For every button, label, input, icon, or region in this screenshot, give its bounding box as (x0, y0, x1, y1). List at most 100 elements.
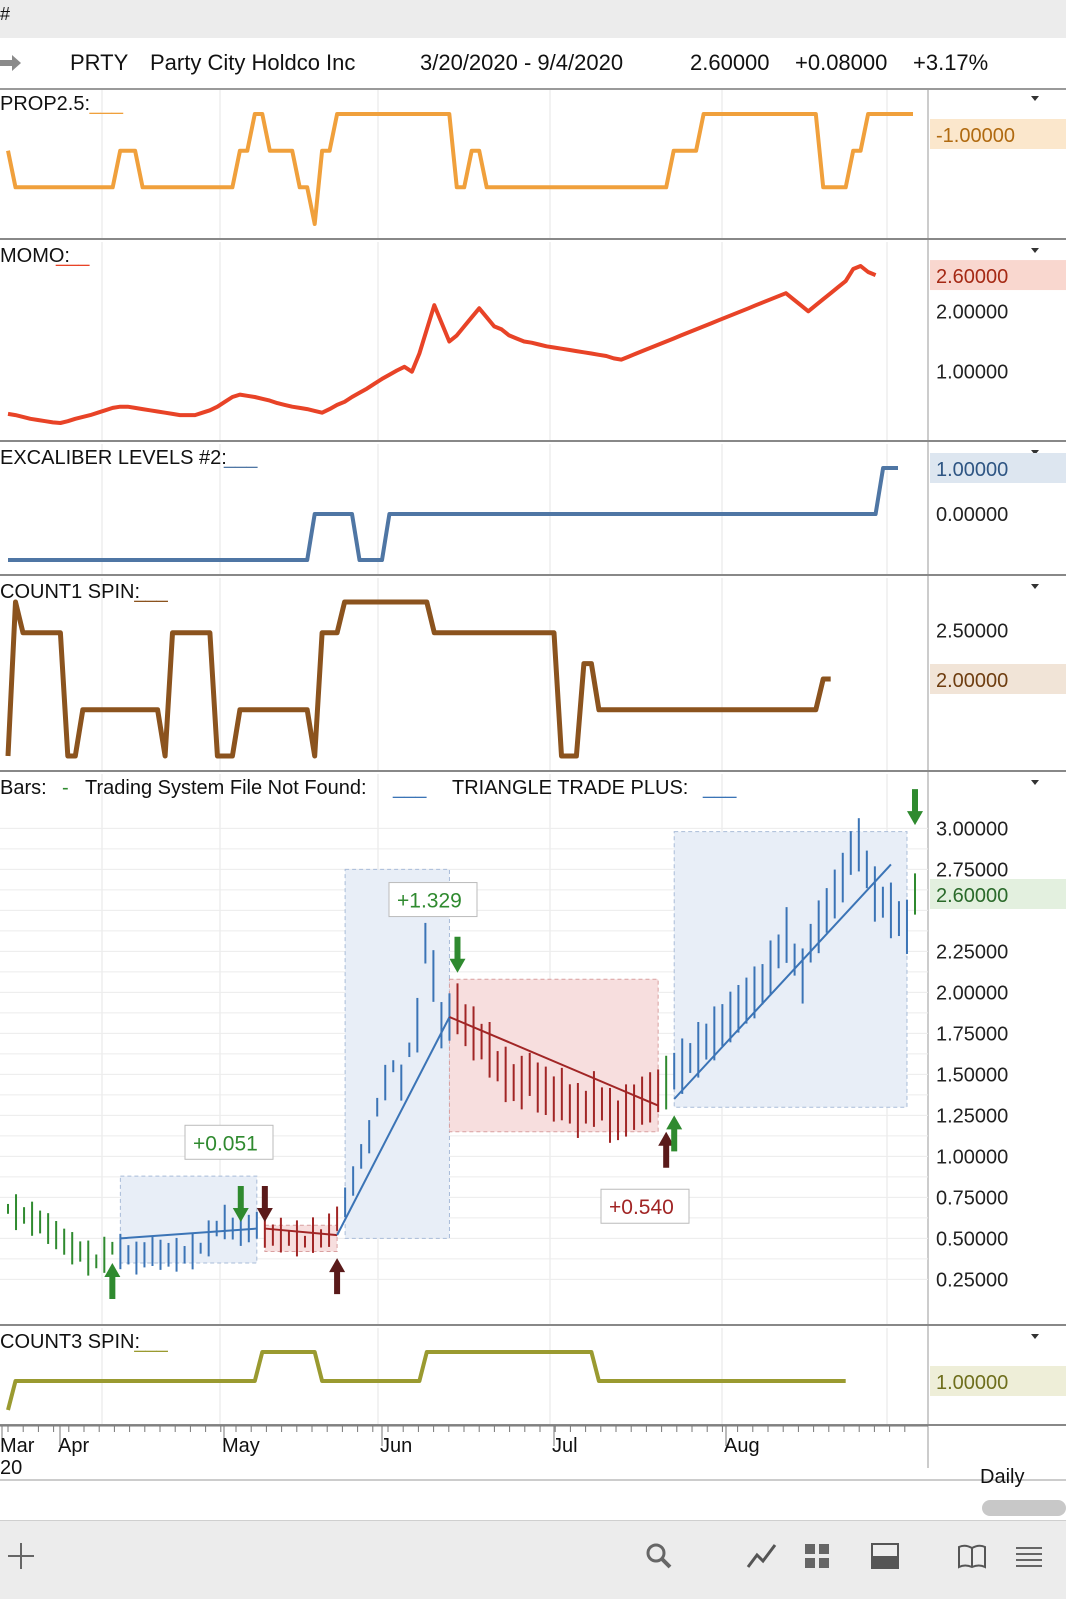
trade-box (344, 868, 450, 1239)
trade-box (673, 831, 908, 1108)
list-icon[interactable] (1012, 1539, 1046, 1573)
plus-icon[interactable] (4, 1539, 38, 1573)
pane-menu-chevron-icon (1031, 1334, 1039, 1339)
bottom-toolbar (0, 1520, 1066, 1599)
count3-value-box-bg (930, 1366, 1066, 1396)
pane-label-line: ___ (223, 447, 258, 469)
symbol[interactable]: PRTY (70, 50, 129, 75)
sell-arrow-icon (256, 1186, 273, 1222)
count3-value-box: 1.00000 (936, 1372, 1008, 1394)
prop-value-box: -1.00000 (936, 125, 1015, 147)
corner-label: # (0, 4, 11, 24)
y-tick-label: 2.25000 (936, 941, 1008, 963)
buy-arrow-icon (658, 1131, 675, 1168)
arrow-right-icon[interactable] (0, 52, 22, 74)
y-tick-label: 3.00000 (936, 818, 1008, 840)
pane-label-price: Bars: (0, 777, 47, 799)
quote-header: PRTY Party City Holdco Inc 3/20/2020 - 9… (0, 38, 1066, 90)
pane-menu-chevron-icon (1031, 780, 1039, 785)
momo-value-box: 2.60000 (936, 266, 1008, 288)
excal-value-box-bg (930, 453, 1066, 483)
trade-box (119, 1175, 258, 1264)
trade-line-2 (264, 1227, 338, 1237)
panel-layout-icon[interactable] (868, 1539, 902, 1573)
pane-label-excal: EXCALIBER LEVELS #2: (0, 447, 227, 469)
x-month-label: Jun (380, 1435, 412, 1457)
y-tick-label: 2.50000 (936, 621, 1008, 643)
drawing-tool-icon[interactable] (745, 1539, 779, 1573)
window-titlebar: # (0, 0, 1066, 39)
y-tick-label: 0.00000 (936, 504, 1008, 526)
pane-label-prop: PROP2.5: (0, 93, 90, 115)
y-tick-label: 1.75000 (936, 1023, 1008, 1045)
pane-label-line: ___ (133, 581, 168, 603)
sell-arrow-icon (449, 936, 466, 973)
trade-label: +1.329 (397, 890, 462, 913)
x-month-label: Jul (552, 1435, 578, 1457)
trade-label-box (184, 1124, 274, 1160)
pane-label-suffix: - (62, 777, 69, 799)
excal-value-box: 1.00000 (936, 459, 1008, 481)
pane-label-system: Trading System File Not Found: (85, 777, 367, 799)
y-tick-label: 2.00000 (936, 301, 1008, 323)
date-range[interactable]: 3/20/2020 - 9/4/2020 (420, 50, 624, 75)
y-tick-label: 1.25000 (936, 1105, 1008, 1127)
excal-line (8, 466, 898, 562)
buy-arrow-icon (104, 1263, 121, 1299)
pane-label-count3: COUNT3 SPIN: (0, 1331, 140, 1353)
pane-label-line: ___ (89, 93, 124, 115)
pane-label-line: ___ (133, 1331, 168, 1353)
pane-menu-chevron-icon (1031, 450, 1039, 455)
pane-label-line: ___ (702, 777, 737, 799)
sell-arrow-icon (232, 1186, 249, 1222)
x-month-label: Mar (0, 1435, 35, 1457)
trade-label-box (388, 882, 478, 918)
sell-arrow-icon (907, 789, 923, 826)
x-year-label: 20 (0, 1457, 22, 1479)
price-change-pct: +3.17% (913, 50, 989, 75)
price-value-box-bg (930, 879, 1066, 909)
company-name: Party City Holdco Inc (150, 50, 356, 75)
pane-label-count1: COUNT1 SPIN: (0, 581, 140, 603)
trade-label: +0.540 (609, 1196, 674, 1219)
count1-line (5, 599, 831, 759)
grid-layout-icon[interactable] (800, 1539, 834, 1573)
pane-menu-chevron-icon (1031, 584, 1039, 589)
count1-value-box-bg (930, 664, 1066, 694)
count1-value-box: 2.00000 (936, 670, 1008, 692)
pane-menu-chevron-icon (1031, 248, 1039, 253)
x-month-label: Apr (58, 1435, 89, 1457)
y-tick-label: 0.50000 (936, 1228, 1008, 1250)
buy-arrow-icon (329, 1258, 346, 1295)
y-tick-label: 2.75000 (936, 859, 1008, 881)
x-month-label: May (222, 1435, 260, 1457)
momo-value-box-bg (930, 260, 1066, 291)
price-value-box: 2.60000 (936, 885, 1008, 907)
count3-line (6, 1350, 846, 1411)
y-tick-label: 1.00000 (936, 1146, 1008, 1168)
y-tick-label: 2.00000 (936, 982, 1008, 1004)
last-price: 2.60000 (690, 50, 770, 75)
price-change: +0.08000 (795, 50, 888, 75)
trade-line-1 (120, 1227, 257, 1240)
search-icon[interactable] (642, 1539, 676, 1573)
chart-area[interactable]: PROP2.5: ___MOMO:___EXCALIBER LEVELS #2:_… (0, 88, 1066, 1520)
horizontal-scrollbar[interactable] (982, 1500, 1066, 1516)
y-tick-label: 0.25000 (936, 1269, 1008, 1291)
buy-arrow-icon (666, 1115, 683, 1152)
trade-line-4 (449, 1016, 659, 1107)
book-icon[interactable] (955, 1539, 989, 1573)
pane-label-line: ___ (392, 777, 427, 799)
trade-line-3 (336, 1016, 451, 1236)
period-selector[interactable]: Daily (980, 1466, 1025, 1488)
pane-label-triangle: TRIANGLE TRADE PLUS: (452, 777, 688, 799)
y-tick-label: 0.75000 (936, 1187, 1008, 1209)
pane-menu-chevron-icon (1031, 96, 1039, 101)
pane-label-line: ___ (55, 245, 90, 267)
trade-label-box (600, 1188, 690, 1224)
y-tick-label: 1.00000 (936, 362, 1008, 384)
x-month-label: Aug (724, 1435, 760, 1457)
prop-line (6, 112, 913, 226)
momo-line (7, 264, 877, 425)
pane-label-momo: MOMO: (0, 245, 70, 267)
